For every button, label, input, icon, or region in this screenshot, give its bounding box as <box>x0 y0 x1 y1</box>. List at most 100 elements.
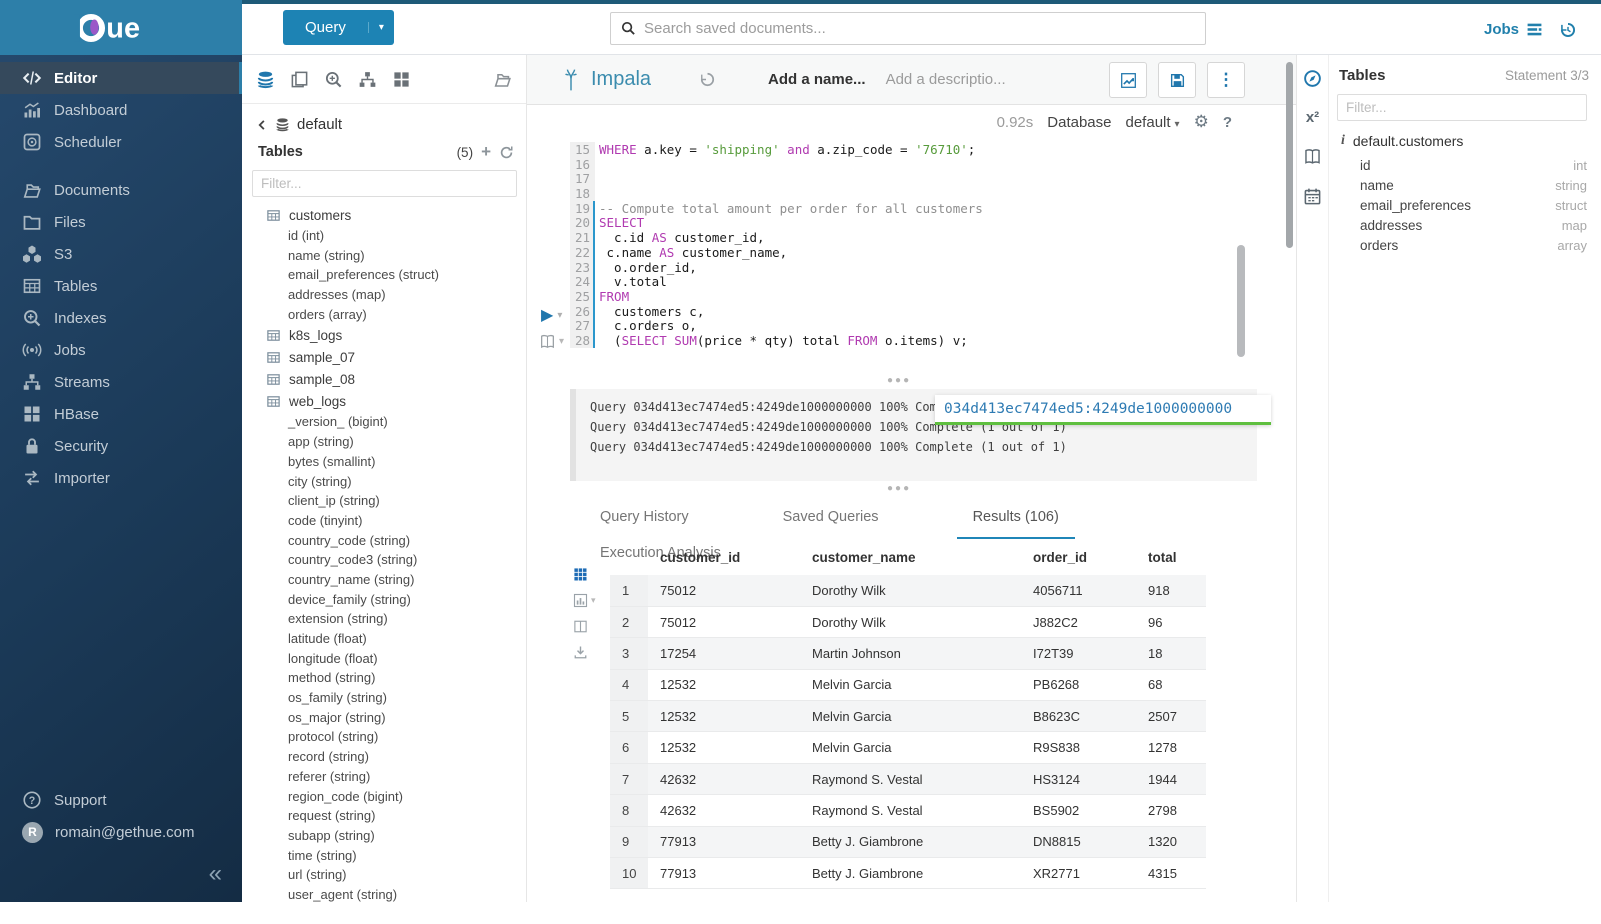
assist-table-customers[interactable]: customers <box>242 204 526 226</box>
code-line[interactable]: 26 customers c, <box>570 303 983 319</box>
sidebar-item-scheduler[interactable]: Scheduler <box>0 126 242 158</box>
search-input[interactable] <box>644 20 1195 37</box>
column-header-customer-id[interactable]: customer_id <box>660 550 741 565</box>
explain-button[interactable]: ▾ <box>539 333 564 350</box>
assist-column[interactable]: email_preferences (struct) <box>288 267 439 283</box>
sidebar-item-dashboard[interactable]: Dashboard <box>0 94 242 126</box>
assist-filter-input[interactable] <box>252 170 517 197</box>
functions-tab[interactable]: x² <box>1305 109 1320 126</box>
assist-column[interactable]: os_major (string) <box>288 709 386 725</box>
tab-query-history[interactable]: Query History <box>600 509 689 525</box>
more-actions-button[interactable]: ⋮ <box>1207 62 1245 98</box>
new-query-button[interactable]: Query ▾ <box>283 10 394 45</box>
assist-column[interactable]: extension (string) <box>288 611 388 627</box>
columns-view-button[interactable] <box>573 619 596 634</box>
hue-logo[interactable]: ue <box>0 0 242 55</box>
sidebar-item-indexes[interactable]: Indexes <box>0 302 242 334</box>
sidebar-item-user[interactable]: R romain@gethue.com <box>0 816 242 848</box>
download-button[interactable] <box>573 645 596 660</box>
execute-button[interactable]: ▶ ▾ <box>541 305 562 325</box>
chart-caret-icon[interactable]: ▾ <box>591 595 596 605</box>
assist-column[interactable]: protocol (string) <box>288 729 379 745</box>
code-line[interactable]: 25 FROM <box>570 288 983 304</box>
folder-open-icon[interactable] <box>493 70 512 89</box>
assist-column[interactable]: record (string) <box>288 749 369 765</box>
code-line[interactable]: 21 c.id AS customer_id, <box>570 230 983 245</box>
grid-view-button[interactable] <box>573 567 596 582</box>
documents-copy-icon[interactable] <box>290 70 309 89</box>
sidebar-item-editor[interactable]: Editor <box>0 62 242 94</box>
code-line[interactable]: 22 c.name AS customer_name, <box>570 244 983 260</box>
sidebar-item-streams[interactable]: Streams <box>0 366 242 398</box>
search-plus-icon[interactable] <box>324 70 343 89</box>
resize-handle-top[interactable]: ●●● <box>887 375 912 386</box>
table-row[interactable]: 7 42632 Raymond S. Vestal HS3124 1944 <box>610 763 1206 795</box>
assist-column[interactable]: code (tinyint) <box>288 512 363 528</box>
assist-column[interactable]: longitude (float) <box>288 650 378 666</box>
table-row[interactable]: 4 12532 Melvin Garcia PB6268 68 <box>610 669 1206 701</box>
sidebar-item-files[interactable]: Files <box>0 206 242 238</box>
assist-column[interactable]: os_family (string) <box>288 690 387 706</box>
assist-table-sample-07[interactable]: sample_07 <box>242 346 526 368</box>
table-row[interactable]: 6 12532 Melvin Garcia R9S838 1278 <box>610 731 1206 764</box>
apps-grid-icon[interactable] <box>392 70 411 89</box>
database-sources-icon[interactable] <box>256 70 275 89</box>
sidebar-item-jobs[interactable]: Jobs <box>0 334 242 366</box>
info-icon[interactable]: i <box>1341 133 1345 148</box>
assist-column[interactable]: name (string) <box>288 247 365 263</box>
sidebar-item-tables[interactable]: Tables <box>0 270 242 302</box>
code-line[interactable]: 18 <box>570 186 983 201</box>
sitemap-icon[interactable] <box>358 70 377 89</box>
assist-table-k8s-logs[interactable]: k8s_logs <box>242 324 526 346</box>
assistant-tab[interactable] <box>1303 69 1322 88</box>
code-line[interactable]: 15 WHERE a.key = 'shipping' and a.zip_cod… <box>570 142 983 157</box>
sidebar-item-importer[interactable]: Importer <box>0 462 242 494</box>
settings-gear-icon[interactable]: ⚙ <box>1193 112 1209 131</box>
code-line[interactable]: 27 c.orders o, <box>570 318 983 333</box>
resize-handle-bottom[interactable]: ●●● <box>887 483 912 494</box>
assist-table-web-logs[interactable]: web_logs <box>242 390 526 412</box>
right-column-addresses[interactable]: addresses map <box>1360 217 1587 233</box>
column-header-total[interactable]: total <box>1148 550 1177 565</box>
code-line[interactable]: 16 <box>570 156 983 172</box>
jobs-link[interactable]: Jobs <box>1484 21 1543 38</box>
code-line[interactable]: 20 SELECT <box>570 215 983 230</box>
right-column-orders[interactable]: orders array <box>1360 237 1587 253</box>
explain-caret-icon[interactable]: ▾ <box>559 336 565 347</box>
assist-column[interactable]: orders (array) <box>288 306 367 322</box>
sidebar-collapse-button[interactable]: « <box>208 860 222 887</box>
refresh-icon[interactable] <box>499 145 514 160</box>
tab-saved-queries[interactable]: Saved Queries <box>782 509 879 525</box>
editor-scrollbar[interactable] <box>1237 245 1245 357</box>
assist-column[interactable]: region_code (bigint) <box>288 788 403 804</box>
assist-column[interactable]: city (string) <box>288 473 352 489</box>
assist-column[interactable]: method (string) <box>288 670 376 686</box>
active-table-row[interactable]: i default.customers <box>1329 121 1601 149</box>
tab-results-106[interactable]: Results (106) <box>956 503 1075 539</box>
assist-column[interactable]: device_family (string) <box>288 591 411 607</box>
execute-caret-icon[interactable]: ▾ <box>557 309 563 321</box>
sidebar-item-security[interactable]: Security <box>0 430 242 462</box>
schedule-tab[interactable] <box>1303 187 1322 206</box>
back-chevron-icon[interactable] <box>256 119 268 131</box>
code-line[interactable]: 23 o.order_id, <box>570 259 983 275</box>
code-line[interactable]: 28 (SELECT SUM(price * qty) total FROM o… <box>570 332 983 348</box>
database-selector[interactable]: default ▾ <box>1126 114 1180 131</box>
table-row[interactable]: 5 12532 Melvin Garcia B8623C 2507 <box>610 700 1206 732</box>
add-table-icon[interactable]: + <box>481 142 491 161</box>
engine-name[interactable]: Impala <box>591 68 652 90</box>
assist-column[interactable]: user_agent (string) <box>288 886 398 902</box>
table-row[interactable]: 9 77913 Betty J. Giambrone DN8815 1320 <box>610 826 1206 858</box>
right-filter-input[interactable] <box>1337 94 1587 121</box>
assist-column[interactable]: url (string) <box>288 867 347 883</box>
tab-execution-analysis[interactable]: Execution Analysis <box>600 545 721 561</box>
query-dropdown-caret[interactable]: ▾ <box>367 22 394 33</box>
sidebar-item-documents[interactable]: Documents <box>0 174 242 206</box>
table-row[interactable]: 10 77913 Betty J. Giambrone XR2771 4315 <box>610 857 1206 889</box>
assist-column[interactable]: country_code3 (string) <box>288 552 418 568</box>
assist-column[interactable]: country_code (string) <box>288 532 411 548</box>
query-name-placeholder[interactable]: Add a name... <box>768 71 866 88</box>
chart-view-button[interactable]: ▾ <box>573 593 596 608</box>
assist-column[interactable]: latitude (float) <box>288 631 367 646</box>
main-scrollbar[interactable] <box>1286 62 1293 248</box>
